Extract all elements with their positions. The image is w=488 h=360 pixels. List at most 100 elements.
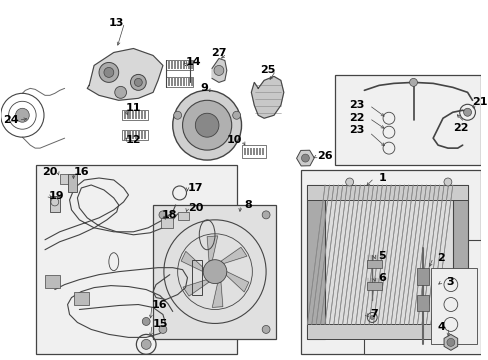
Bar: [126, 131, 128, 139]
Text: 23: 23: [348, 125, 364, 135]
Bar: [430, 268, 476, 345]
Circle shape: [159, 325, 166, 333]
Polygon shape: [212, 58, 226, 82]
Circle shape: [16, 108, 29, 122]
Text: 18: 18: [162, 210, 177, 220]
Bar: [241, 145, 265, 158]
Bar: [36, 165, 236, 354]
Bar: [126, 111, 128, 119]
Bar: [67, 174, 77, 192]
Circle shape: [159, 211, 166, 219]
Bar: [177, 212, 189, 220]
Bar: [262, 148, 264, 155]
Circle shape: [195, 113, 219, 137]
Circle shape: [345, 178, 353, 186]
Bar: [132, 131, 134, 139]
Bar: [253, 148, 255, 155]
Bar: [307, 185, 467, 200]
Text: 17: 17: [187, 183, 203, 193]
Text: 7: 7: [369, 310, 377, 319]
Text: 8: 8: [244, 200, 252, 210]
Bar: [247, 148, 249, 155]
Bar: [300, 170, 480, 354]
Polygon shape: [251, 76, 283, 118]
Text: 20: 20: [187, 203, 203, 213]
Text: 1: 1: [377, 173, 385, 183]
Bar: [417, 268, 428, 285]
Circle shape: [141, 339, 151, 349]
Text: 11: 11: [125, 103, 141, 113]
Bar: [192, 260, 202, 294]
Bar: [167, 78, 169, 86]
Bar: [452, 185, 467, 339]
Bar: [176, 62, 178, 69]
Text: 23: 23: [348, 100, 364, 110]
Bar: [123, 131, 125, 139]
Text: 26: 26: [317, 151, 332, 161]
Text: 2: 2: [436, 253, 444, 263]
Text: 3: 3: [445, 276, 453, 287]
Circle shape: [409, 78, 417, 86]
Bar: [417, 294, 428, 311]
Bar: [325, 185, 452, 324]
Circle shape: [463, 108, 470, 116]
Bar: [138, 131, 140, 139]
Text: 22: 22: [348, 113, 364, 123]
Bar: [74, 292, 89, 305]
Text: 27: 27: [211, 49, 226, 58]
Circle shape: [173, 111, 181, 119]
Text: 4: 4: [436, 323, 444, 332]
Polygon shape: [207, 236, 217, 261]
Circle shape: [203, 260, 226, 284]
Text: 21: 21: [471, 97, 487, 107]
Polygon shape: [181, 251, 203, 272]
Bar: [173, 62, 175, 69]
Bar: [259, 148, 261, 155]
Bar: [173, 78, 175, 86]
Bar: [179, 62, 181, 69]
Polygon shape: [183, 280, 209, 296]
Text: 22: 22: [452, 123, 468, 133]
Bar: [179, 78, 181, 86]
Bar: [170, 78, 172, 86]
Bar: [185, 78, 187, 86]
Text: 6: 6: [377, 273, 385, 283]
Bar: [122, 110, 148, 120]
Bar: [182, 78, 184, 86]
Bar: [135, 131, 137, 139]
Bar: [334, 75, 480, 165]
Bar: [141, 111, 143, 119]
Circle shape: [262, 325, 269, 333]
Bar: [250, 148, 252, 155]
Circle shape: [115, 86, 126, 98]
Bar: [45, 275, 60, 288]
Bar: [165, 60, 193, 71]
Circle shape: [99, 62, 119, 82]
Text: 10: 10: [226, 135, 242, 145]
Circle shape: [262, 211, 269, 219]
Bar: [167, 62, 169, 69]
Circle shape: [172, 90, 241, 160]
Circle shape: [104, 67, 114, 77]
Bar: [153, 205, 275, 339]
Circle shape: [301, 154, 309, 162]
Bar: [307, 185, 325, 339]
Bar: [129, 111, 131, 119]
Circle shape: [130, 75, 146, 90]
Circle shape: [214, 66, 224, 75]
Bar: [138, 111, 140, 119]
Bar: [50, 196, 60, 212]
Bar: [60, 174, 67, 184]
Bar: [185, 62, 187, 69]
Bar: [188, 62, 190, 69]
Bar: [307, 324, 467, 339]
Bar: [129, 131, 131, 139]
Bar: [135, 111, 137, 119]
Bar: [366, 282, 381, 289]
Text: 25: 25: [260, 66, 275, 76]
Text: 5: 5: [378, 251, 385, 261]
Bar: [256, 148, 258, 155]
Bar: [122, 130, 148, 140]
Circle shape: [232, 111, 240, 119]
Circle shape: [446, 338, 454, 346]
